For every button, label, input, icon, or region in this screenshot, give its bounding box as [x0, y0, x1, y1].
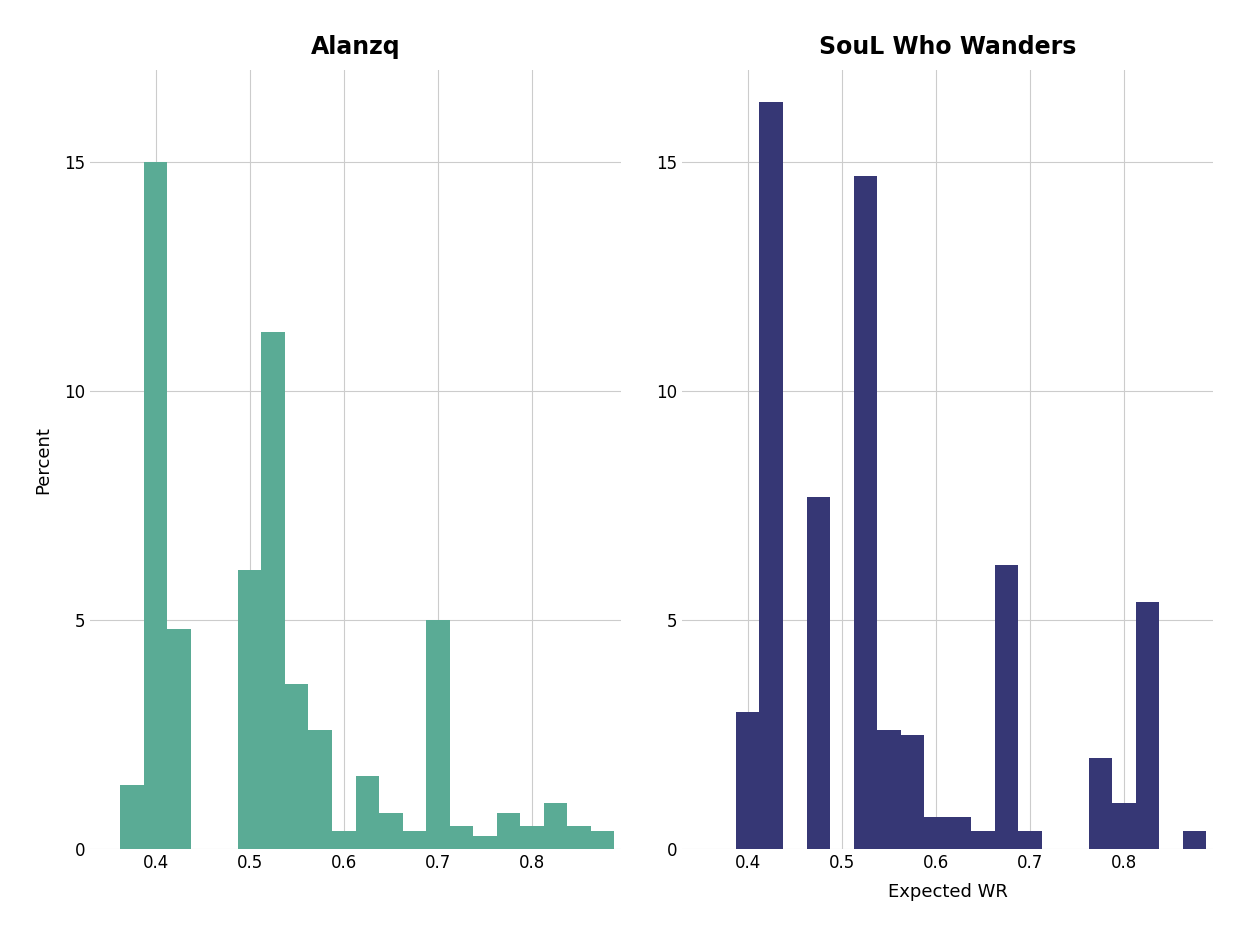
- Title: Alanzq: Alanzq: [311, 35, 401, 59]
- Bar: [806, 496, 830, 849]
- Bar: [1088, 757, 1112, 849]
- Bar: [144, 162, 167, 849]
- X-axis label: Expected WR: Expected WR: [887, 884, 1007, 901]
- Bar: [379, 812, 403, 849]
- Bar: [590, 831, 614, 849]
- Bar: [426, 621, 449, 849]
- Bar: [262, 331, 285, 849]
- Bar: [924, 817, 947, 849]
- Bar: [238, 570, 262, 849]
- Bar: [167, 629, 191, 849]
- Bar: [120, 785, 144, 849]
- Bar: [520, 826, 544, 849]
- Y-axis label: Percent: Percent: [35, 426, 52, 494]
- Bar: [356, 776, 379, 849]
- Bar: [332, 831, 356, 849]
- Bar: [473, 836, 497, 849]
- Bar: [995, 565, 1018, 849]
- Bar: [1183, 831, 1207, 849]
- Title: SouL Who Wanders: SouL Who Wanders: [819, 35, 1076, 59]
- Bar: [567, 826, 590, 849]
- Bar: [1136, 602, 1159, 849]
- Bar: [901, 735, 924, 849]
- Bar: [1018, 831, 1042, 849]
- Bar: [760, 102, 782, 849]
- Bar: [854, 176, 877, 849]
- Bar: [947, 817, 971, 849]
- Bar: [308, 730, 332, 849]
- Bar: [736, 712, 760, 849]
- Bar: [449, 826, 473, 849]
- Bar: [544, 803, 567, 849]
- Bar: [497, 812, 520, 849]
- Bar: [285, 684, 308, 849]
- Bar: [971, 831, 995, 849]
- Bar: [877, 730, 901, 849]
- Bar: [403, 831, 426, 849]
- Bar: [1112, 803, 1136, 849]
